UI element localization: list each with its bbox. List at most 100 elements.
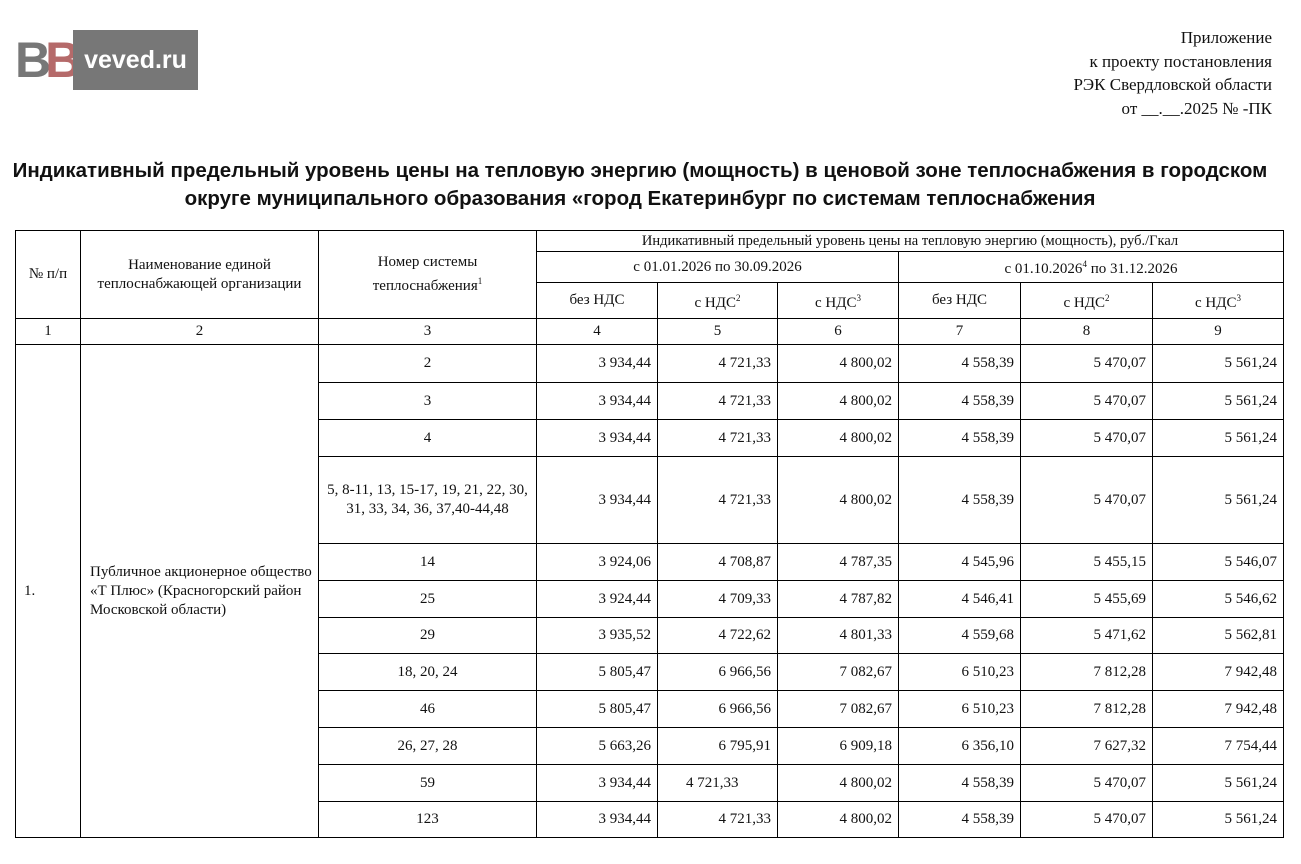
price-cell: 4 558,39 xyxy=(898,801,1021,838)
period2-end: по 31.12.2026 xyxy=(1086,261,1178,277)
price-cell: 7 082,67 xyxy=(777,690,899,728)
system-number: 4 xyxy=(318,419,537,457)
price-cell: 5 546,62 xyxy=(1152,580,1284,618)
price-cell: 4 559,68 xyxy=(898,617,1021,654)
header-num: № п/п xyxy=(15,230,81,319)
price-cell: 7 942,48 xyxy=(1152,653,1284,691)
table-row: 5, 8-11, 13, 15-17, 19, 21, 22, 30, 31, … xyxy=(16,456,1284,544)
header-org: Наименование единой теплоснабжающей орга… xyxy=(80,230,319,319)
price-cell: 4 801,33 xyxy=(777,617,899,654)
price-cell: 6 909,18 xyxy=(777,727,899,765)
price-cell: 5 561,24 xyxy=(1152,456,1284,544)
price-cell: 3 935,52 xyxy=(536,617,658,654)
system-number: 2 xyxy=(318,344,537,383)
appendix-line: к проекту постановления xyxy=(1089,51,1272,71)
price-cell: 5 455,69 xyxy=(1020,580,1153,618)
header-vat-column: с НДС3 xyxy=(777,282,899,319)
footnote-mark: 2 xyxy=(735,292,741,303)
header-price-group: Индикативный предельный уровень цены на … xyxy=(536,230,1284,252)
price-cell: 6 795,91 xyxy=(657,727,778,765)
price-cell: 4 709,33 xyxy=(657,580,778,618)
header-vat-column: с НДС2 xyxy=(657,282,778,319)
system-number: 3 xyxy=(318,382,537,420)
price-cell: 4 800,02 xyxy=(777,419,899,457)
price-cell: 5 562,81 xyxy=(1152,617,1284,654)
price-cell: 7 082,67 xyxy=(777,653,899,691)
price-cell: 5 470,07 xyxy=(1020,419,1153,457)
price-cell: 3 924,44 xyxy=(536,580,658,618)
price-cell: 5 470,07 xyxy=(1020,764,1153,802)
price-cell: 6 356,10 xyxy=(898,727,1021,765)
organization-name: Публичное акционерное общество «Т Плюс» … xyxy=(80,344,319,838)
table-row: 26, 27, 28 5 663,26 6 795,91 6 909,18 6 356,… xyxy=(16,727,1284,765)
price-cell: 6 966,56 xyxy=(657,690,778,728)
header-vat-column: с НДС2 xyxy=(1020,282,1153,319)
document-title: Индикативный предельный уровень цены на … xyxy=(12,159,1268,210)
footnote-mark: 2 xyxy=(1104,292,1110,303)
table-row: 18, 20, 24 5 805,47 6 966,56 7 082,67 6 510,… xyxy=(16,653,1284,691)
system-number: 14 xyxy=(318,543,537,581)
price-cell: 5 470,07 xyxy=(1020,801,1153,838)
footnote-mark: 3 xyxy=(1236,292,1241,303)
price-cell: 4 558,39 xyxy=(898,382,1021,420)
appendix-line: от __.__.2025 № -ПК xyxy=(1121,98,1272,118)
price-cell: 4 721,33 xyxy=(657,456,778,544)
price-cell: 4 558,39 xyxy=(898,344,1021,383)
table-row: 59 3 934,44 4 721,33 4 800,02 4 558,39 5 470,… xyxy=(16,764,1284,802)
price-cell: 4 787,35 xyxy=(777,543,899,581)
appendix-line: РЭК Свердловской области xyxy=(1073,75,1272,94)
price-cell: 7 942,48 xyxy=(1152,690,1284,728)
footnote-mark: 4 xyxy=(1082,259,1087,269)
price-cell: 7 812,28 xyxy=(1020,653,1153,691)
price-cell: 5 663,26 xyxy=(536,727,658,765)
price-cell: 4 800,02 xyxy=(777,764,899,802)
column-number: 6 xyxy=(777,318,899,345)
price-cell: 4 721,33 xyxy=(657,382,778,420)
price-cell: 4 800,02 xyxy=(777,456,899,544)
price-cell: 4 721,33 xyxy=(657,419,778,457)
vat-label: с НДС xyxy=(694,294,736,311)
vat-label: с НДС xyxy=(815,294,857,311)
watermark-site: veved.ru xyxy=(73,30,198,90)
price-cell: 4 800,02 xyxy=(777,801,899,838)
price-cell: 3 934,44 xyxy=(536,382,658,420)
watermark-bb: ВВ xyxy=(15,32,81,88)
table-row: 1. Публичное акционерное общество «Т Плюс… xyxy=(15,344,1284,838)
footnote-mark: 3 xyxy=(856,292,861,303)
vat-label: без НДС xyxy=(931,292,988,308)
price-cell: 4 545,96 xyxy=(898,543,1021,581)
price-cell: 3 934,44 xyxy=(536,764,658,802)
price-cell: 4 800,02 xyxy=(777,344,899,383)
column-number: 4 xyxy=(536,318,658,345)
price-cell: 5 805,47 xyxy=(536,690,658,728)
price-cell: 5 561,24 xyxy=(1152,344,1284,383)
system-number: 46 xyxy=(318,690,537,728)
price-cell: 4 787,82 xyxy=(777,580,899,618)
price-cell: 3 934,44 xyxy=(536,344,658,383)
price-table: № п/п Наименование единой теплоснабжающе… xyxy=(15,230,1284,838)
header-vat-column: без НДС xyxy=(536,282,658,319)
system-number: 29 xyxy=(318,617,537,654)
row-number: 1. xyxy=(15,344,81,838)
price-cell: 4 722,62 xyxy=(657,617,778,654)
vat-label: с НДС xyxy=(1195,294,1237,311)
price-cell: 5 561,24 xyxy=(1152,382,1284,420)
price-cell: 6 510,23 xyxy=(898,690,1021,728)
system-number: 25 xyxy=(318,580,537,618)
table-row: 14 3 924,06 4 708,87 4 787,35 4 545,96 5 455,… xyxy=(16,543,1284,581)
price-cell: 5 471,62 xyxy=(1020,617,1153,654)
column-number: 2 xyxy=(80,318,319,345)
watermark-logo: ВВ veved.ru xyxy=(15,30,198,90)
price-cell: 4 558,39 xyxy=(898,764,1021,802)
price-cell: 5 546,07 xyxy=(1152,543,1284,581)
system-number: 26, 27, 28 xyxy=(318,727,537,765)
price-cell: 5 470,07 xyxy=(1020,456,1153,544)
column-number: 8 xyxy=(1020,318,1153,345)
column-number: 7 xyxy=(898,318,1021,345)
header-system: Номер системы теплоснабжения1 xyxy=(318,230,537,319)
price-cell: 6 510,23 xyxy=(898,653,1021,691)
price-cell: 5 561,24 xyxy=(1152,419,1284,457)
price-cell: 3 924,06 xyxy=(536,543,658,581)
price-cell: 3 934,44 xyxy=(536,801,658,838)
